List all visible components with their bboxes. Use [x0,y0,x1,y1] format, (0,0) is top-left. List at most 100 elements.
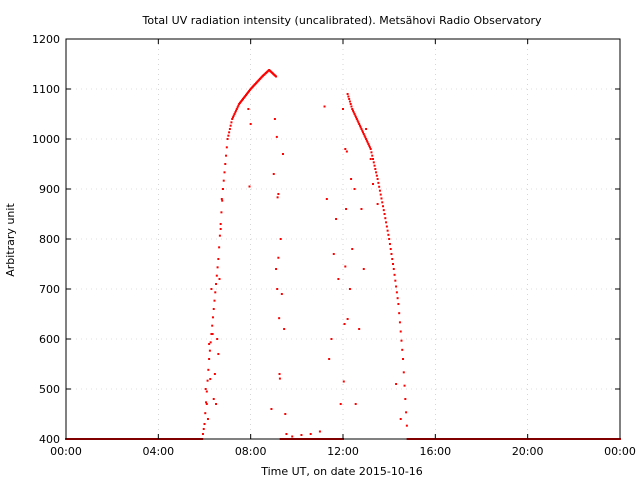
y-tick-label: 500 [39,383,60,396]
data-point [276,288,279,290]
data-point [348,100,351,103]
data-point [394,279,397,282]
data-point [374,168,377,170]
data-point [395,291,398,294]
y-tick-label: 700 [39,283,60,296]
data-point [365,128,368,130]
data-point [209,378,212,380]
data-point [216,338,219,340]
data-point [205,390,208,393]
data-point [372,183,375,185]
data-point [392,263,395,265]
y-tick-label: 1000 [32,133,60,146]
data-point [213,299,216,302]
data-point [362,131,365,134]
data-point [276,196,279,199]
data-point [343,323,346,325]
x-tick-label: 20:00 [512,445,544,458]
data-point [225,154,228,157]
data-point [205,401,208,404]
data-point [247,108,250,110]
data-point [309,433,312,435]
data-point [393,273,396,276]
data-point [342,108,344,110]
data-point [234,111,237,114]
data-point [358,124,361,127]
data-point [398,321,401,324]
data-point [210,288,213,290]
data-point [376,203,379,205]
data-point [342,380,345,383]
data-point [318,430,321,433]
data-point [280,293,283,295]
data-point [205,403,208,405]
data-point [346,93,349,95]
data-point [215,283,218,285]
data-point [270,408,273,410]
data-point [354,403,357,405]
data-point [283,328,286,330]
data-point [218,234,221,237]
data-point [223,171,226,174]
data-point [211,333,214,335]
data-point [347,95,350,98]
data-point [359,126,362,129]
data-point [355,118,358,120]
data-point [376,178,379,180]
data-point [373,164,376,167]
data-point [351,108,354,110]
data-point [366,141,369,144]
data-point [368,144,371,147]
data-point [399,418,402,420]
data-point [323,105,326,108]
data-point [400,339,403,342]
data-point [332,253,335,255]
data-point [300,434,303,436]
data-point [385,221,388,224]
data-point [365,139,368,142]
data-point [277,256,280,259]
data-point [221,188,224,190]
data-point [281,153,284,155]
data-point [222,179,225,182]
data-point [212,308,215,310]
data-point [204,412,207,415]
data-point [272,173,275,175]
data-point [372,161,375,164]
data-point [278,377,281,380]
data-point [215,403,218,405]
y-tick-label: 1100 [32,83,60,96]
data-point [275,75,278,78]
data-point [381,201,384,204]
data-point [369,158,372,160]
data-point [214,291,217,294]
data-point [202,428,205,430]
data-point [232,114,235,117]
data-point [388,243,391,245]
data-point [201,433,204,435]
x-tick-label: 00:00 [604,445,636,458]
data-point [372,158,375,160]
data-point [384,217,387,220]
data-point [229,124,232,127]
data-point [219,223,222,225]
data-point [211,324,214,327]
data-point [273,118,276,120]
data-point [228,131,231,134]
data-point [345,208,348,210]
data-point [225,146,228,149]
data-point [218,246,221,249]
data-point [237,104,240,107]
x-tick-label: 12:00 [327,445,359,458]
data-point [248,185,251,188]
data-point [399,330,402,333]
data-point [363,134,366,137]
data-point [212,398,215,400]
data-point [375,174,378,177]
data-point [203,423,206,425]
data-point [213,373,216,375]
data-point [351,248,354,250]
data-point [365,138,368,140]
data-point [382,205,385,208]
